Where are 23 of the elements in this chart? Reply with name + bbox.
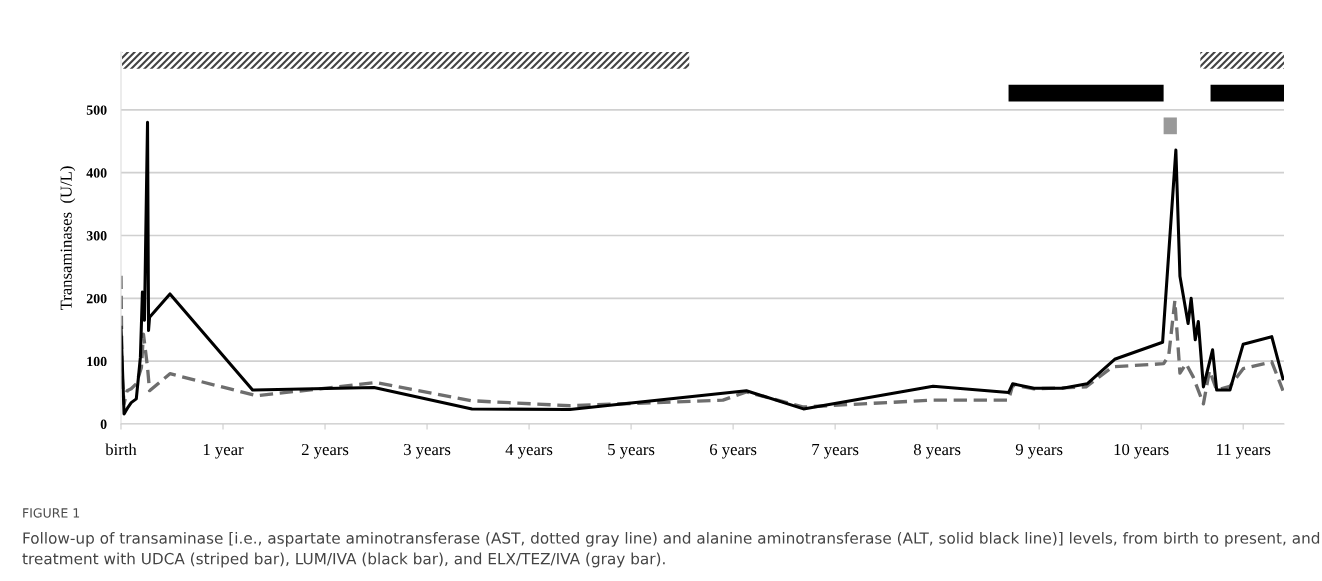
x-tick-label: birth — [105, 443, 137, 456]
x-tick-label: 4 years — [505, 443, 553, 459]
y-tick-label: 300 — [86, 231, 107, 241]
x-tick-label: 1 year — [203, 443, 244, 459]
line-series — [121, 274, 1284, 409]
y-tick-label: 400 — [86, 168, 107, 178]
x-tick-label: 6 years — [709, 443, 757, 459]
y-tick-label: 200 — [86, 293, 107, 304]
y-tick-label: 0 — [100, 419, 107, 429]
y-axis-title: Transaminases (U/L) — [60, 166, 76, 311]
x-tick-label: 7 years — [812, 444, 859, 459]
x-tick-label: 2 years — [301, 443, 349, 459]
x-tick-label: 9 years — [1015, 443, 1063, 459]
x-tick-label: 5 years — [608, 444, 655, 459]
x-tick-label: 3 years — [404, 443, 451, 459]
y-tick-label: 100 — [87, 356, 107, 367]
text: Follow-up of transaminase [i.e., aspartate aminotransferase (AST, dotted gray line) and alanine aminotransferase (ALT, solid black line)] levels, from birth to present, and treatment with UDCA (striped bar), LUM/IVA (black bar), and ELX/TEZ/IVA (gray bar). — [22, 532, 1320, 568]
y-tick-label: 500 — [86, 105, 107, 115]
x-tick-label: 11 years — [1216, 443, 1271, 459]
caption: FIGURE 1 — [23, 508, 80, 518]
line-series — [121, 120, 1284, 416]
x-tick-label: 8 years — [913, 443, 961, 459]
x-tick-label: 10 years — [1114, 443, 1169, 459]
